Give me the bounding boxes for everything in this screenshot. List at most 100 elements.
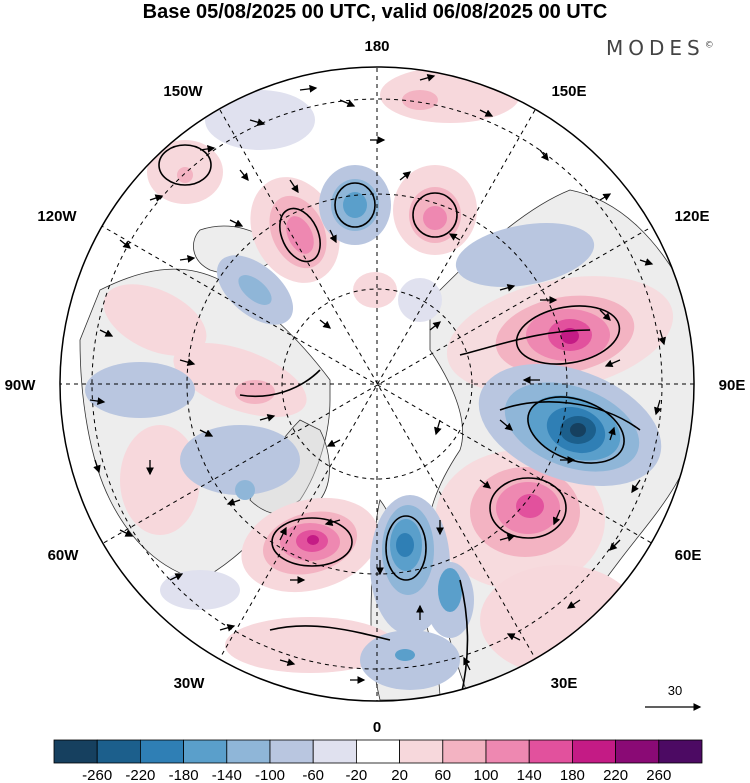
wind-vector: [149, 194, 164, 202]
wind-vector: [479, 479, 492, 489]
wind-vector: [179, 358, 196, 366]
colorbar-tick-label: 100: [473, 767, 498, 783]
colorbar-tick-label: -20: [346, 767, 368, 783]
graticule: [60, 67, 694, 701]
colorbar-swatch: [312, 739, 357, 764]
positive-anomaly: [480, 565, 640, 675]
wind-vector: [608, 426, 616, 441]
contour-line: [459, 579, 469, 701]
wind-vector: [219, 624, 236, 632]
reference-vector: 30: [645, 683, 702, 711]
contour-line: [527, 396, 625, 464]
contour-line: [279, 207, 321, 263]
positive-anomaly: [120, 425, 200, 535]
contour-line: [239, 369, 321, 398]
contour-line: [489, 477, 567, 539]
wind-vector: [658, 329, 666, 346]
contour-line: [158, 144, 212, 186]
colorbar-tick-label: 20: [391, 767, 408, 783]
wind-vector: [599, 193, 612, 201]
contour-line: [459, 329, 591, 356]
negative-anomalies: [85, 90, 662, 690]
lon-label-150w: 150W: [163, 83, 203, 100]
wind-vector: [93, 459, 101, 474]
wind-vector: [259, 414, 276, 422]
colorbar-tick-label: 180: [560, 767, 585, 783]
colorbar-tick-label: -260: [82, 767, 112, 783]
lon-label-90e: 90E: [719, 377, 746, 394]
wind-vector: [499, 419, 513, 431]
wind-vector: [279, 526, 287, 541]
wind-vector: [609, 539, 621, 551]
wind-vector: [119, 529, 134, 537]
wind-vector: [499, 284, 516, 292]
wind-vector: [654, 399, 662, 416]
lon-label-120w: 120W: [37, 208, 77, 225]
wind-vector: [324, 518, 341, 526]
contour-line: [412, 192, 458, 238]
registered-mark: ©: [704, 40, 714, 51]
colorbar-swatch: [528, 739, 573, 764]
positive-anomaly: [173, 343, 307, 417]
wind-vector: [429, 321, 442, 331]
wind-vector: [599, 309, 611, 321]
colorbar-swatch: [615, 739, 660, 764]
colorbar-tick-label: -100: [255, 767, 285, 783]
meridian: [219, 109, 536, 659]
lon-label-60w: 60W: [48, 547, 80, 564]
map-disc: [60, 67, 694, 701]
colorbar-tick-label: -140: [212, 767, 242, 783]
colorbar-swatch: [96, 739, 141, 764]
wind-vector: [119, 239, 132, 249]
wind-vectors: [89, 74, 666, 684]
negative-anomaly: [343, 192, 367, 218]
contour-line: [334, 182, 376, 228]
wind-vector: [329, 229, 337, 244]
contour-line: [499, 401, 641, 431]
colorbar-swatch: [399, 739, 444, 764]
colorbar-swatch: [226, 739, 271, 764]
wind-vector: [448, 233, 461, 241]
wind-vector: [434, 419, 442, 436]
colorbar-tick-label: -60: [302, 767, 324, 783]
wind-vector: [499, 534, 516, 542]
wind-vector: [639, 258, 654, 266]
positive-anomaly: [353, 272, 397, 308]
longitude-labels: 180 0 90W 90E 150W 150E 120W 120E 60W 60…: [5, 38, 746, 736]
colorbar-tick-label: -220: [125, 767, 155, 783]
wind-vector: [99, 329, 114, 337]
wind-vector: [169, 573, 184, 581]
negative-anomaly: [180, 425, 300, 495]
negative-anomaly: [395, 649, 415, 661]
wind-vector: [552, 509, 561, 526]
colorbar-tick-label: 260: [646, 767, 671, 783]
positive-anomaly: [103, 284, 207, 356]
wind-vector: [463, 656, 471, 671]
meridian: [219, 109, 536, 659]
lon-label-180: 180: [364, 38, 389, 55]
latitude-circle: [91, 98, 663, 670]
negative-anomaly: [570, 423, 586, 437]
positive-anomaly: [307, 535, 319, 545]
negative-anomaly: [396, 533, 414, 557]
wind-vector: [239, 169, 249, 182]
wind-vector: [199, 429, 214, 437]
positive-anomaly: [177, 167, 193, 183]
wind-vector: [89, 397, 106, 405]
contour-line: [385, 515, 427, 581]
wind-vector: [289, 179, 299, 194]
lon-label-60e: 60E: [675, 547, 702, 564]
colorbar-swatch: [269, 739, 314, 764]
wind-vector: [506, 633, 521, 641]
positive-anomaly: [516, 494, 544, 518]
colorbar-tick-label: 220: [603, 767, 628, 783]
lon-label-0: 0: [373, 719, 381, 736]
wind-vector: [319, 319, 332, 329]
colorbar-tick-label: 60: [434, 767, 451, 783]
positive-anomaly: [235, 380, 275, 404]
colorbar-tick-label: -180: [169, 767, 199, 783]
map-boundary: [59, 66, 695, 702]
negative-anomaly: [160, 570, 240, 610]
contour-line: [515, 305, 621, 365]
meridian: [99, 224, 656, 546]
